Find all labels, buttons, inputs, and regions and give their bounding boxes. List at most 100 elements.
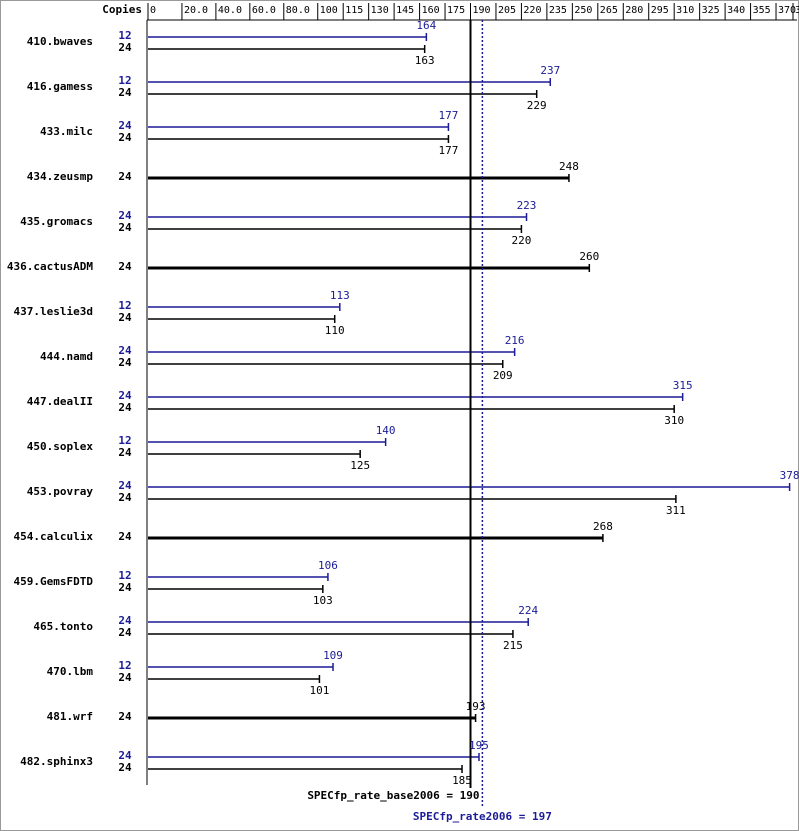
value-label: 248 bbox=[559, 160, 579, 173]
value-label: 310 bbox=[664, 414, 684, 427]
value-label: 103 bbox=[313, 594, 333, 607]
value-label: 177 bbox=[438, 144, 458, 157]
value-label: 164 bbox=[416, 19, 436, 32]
value-label: 125 bbox=[350, 459, 370, 472]
benchmark-name: 454.calculix bbox=[14, 530, 94, 543]
copies-label: 12 bbox=[118, 659, 131, 672]
benchmark-name: 459.GemsFDTD bbox=[14, 575, 94, 588]
benchmark-name: 482.sphinx3 bbox=[20, 755, 93, 768]
benchmark-name: 410.bwaves bbox=[27, 35, 93, 48]
copies-label: 24 bbox=[118, 491, 132, 504]
x-tick-label: 0 bbox=[150, 5, 156, 16]
value-label: 140 bbox=[376, 424, 396, 437]
copies-label: 24 bbox=[118, 119, 132, 132]
copies-label: 24 bbox=[118, 710, 132, 723]
x-tick-label: 145 bbox=[396, 5, 414, 16]
value-label: 106 bbox=[318, 559, 338, 572]
benchmark-name: 436.cactusADM bbox=[7, 260, 93, 273]
value-label: 237 bbox=[540, 64, 560, 77]
copies-label: 24 bbox=[118, 41, 132, 54]
value-label: 229 bbox=[527, 99, 547, 112]
value-label: 268 bbox=[593, 520, 613, 533]
copies-label: 24 bbox=[118, 209, 132, 222]
benchmark-name: 450.soplex bbox=[27, 440, 94, 453]
x-tick-label: 20.0 bbox=[184, 5, 208, 16]
copies-label: 12 bbox=[118, 299, 131, 312]
benchmark-name: 434.zeusmp bbox=[27, 170, 94, 183]
copies-label: 24 bbox=[118, 311, 132, 324]
value-label: 216 bbox=[505, 334, 525, 347]
x-tick-label: 235 bbox=[549, 5, 567, 16]
benchmark-name: 444.namd bbox=[40, 350, 93, 363]
x-tick-label: 295 bbox=[651, 5, 669, 16]
benchmark-name: 447.dealII bbox=[27, 395, 93, 408]
value-label: 101 bbox=[309, 684, 329, 697]
copies-label: 12 bbox=[118, 74, 131, 87]
copies-label: 24 bbox=[118, 131, 132, 144]
value-label: 224 bbox=[518, 604, 538, 617]
benchmark-name: 433.milc bbox=[40, 125, 93, 138]
value-label: 113 bbox=[330, 289, 350, 302]
value-label: 177 bbox=[438, 109, 458, 122]
value-label: 109 bbox=[323, 649, 343, 662]
benchmark-name: 435.gromacs bbox=[20, 215, 93, 228]
benchmark-name: 481.wrf bbox=[47, 710, 93, 723]
copies-label: 24 bbox=[118, 446, 132, 459]
x-tick-label: 190 bbox=[473, 5, 491, 16]
value-label: 378 bbox=[780, 469, 799, 482]
value-label: 223 bbox=[517, 199, 537, 212]
benchmark-name: 470.lbm bbox=[47, 665, 94, 678]
value-label: 185 bbox=[452, 774, 472, 787]
value-label: 209 bbox=[493, 369, 513, 382]
copies-label: 24 bbox=[118, 389, 132, 402]
copies-label: 24 bbox=[118, 170, 132, 183]
x-tick-label: 220 bbox=[523, 5, 541, 16]
peak-metric-label: SPECfp_rate2006 = 197 bbox=[413, 810, 552, 823]
x-tick-label: 130 bbox=[371, 5, 389, 16]
value-label: 311 bbox=[666, 504, 686, 517]
copies-label: 12 bbox=[118, 434, 131, 447]
copies-label: 24 bbox=[118, 626, 132, 639]
copies-label: 24 bbox=[118, 356, 132, 369]
x-tick-label: 250 bbox=[574, 5, 592, 16]
benchmark-name: 416.gamess bbox=[27, 80, 93, 93]
x-tick-label: 175 bbox=[447, 5, 465, 16]
x-tick-label: 325 bbox=[702, 5, 720, 16]
copies-label: 24 bbox=[118, 221, 132, 234]
value-label: 195 bbox=[469, 739, 489, 752]
copies-label: 24 bbox=[118, 671, 132, 684]
value-label: 215 bbox=[503, 639, 523, 652]
copies-label: 24 bbox=[118, 260, 132, 273]
x-tick-label: 280 bbox=[625, 5, 643, 16]
x-tick-label: 380 bbox=[795, 5, 799, 16]
copies-label: 24 bbox=[118, 344, 132, 357]
copies-label: 24 bbox=[118, 749, 132, 762]
copies-label: 24 bbox=[118, 479, 132, 492]
benchmark-name: 465.tonto bbox=[33, 620, 93, 633]
value-label: 163 bbox=[415, 54, 435, 67]
value-label: 260 bbox=[579, 250, 599, 263]
x-tick-label: 370 bbox=[778, 5, 796, 16]
x-tick-label: 115 bbox=[345, 5, 363, 16]
copies-label: 24 bbox=[118, 614, 132, 627]
value-label: 220 bbox=[511, 234, 531, 247]
copies-label: 24 bbox=[118, 401, 132, 414]
x-tick-label: 310 bbox=[676, 5, 694, 16]
base-metric-label: SPECfp_rate_base2006 = 190 bbox=[307, 789, 479, 802]
x-tick-label: 160 bbox=[422, 5, 440, 16]
benchmark-name: 453.povray bbox=[27, 485, 94, 498]
x-tick-label: 205 bbox=[498, 5, 516, 16]
x-tick-label: 80.0 bbox=[286, 5, 310, 16]
x-tick-label: 40.0 bbox=[218, 5, 242, 16]
copies-label: 12 bbox=[118, 569, 131, 582]
value-label: 110 bbox=[325, 324, 345, 337]
copies-label: 24 bbox=[118, 581, 132, 594]
benchmark-name: 437.leslie3d bbox=[14, 305, 93, 318]
value-label: 315 bbox=[673, 379, 693, 392]
x-tick-label: 265 bbox=[600, 5, 618, 16]
x-tick-label: 355 bbox=[753, 5, 771, 16]
copies-label: 24 bbox=[118, 86, 132, 99]
copies-label: 24 bbox=[118, 530, 132, 543]
copies-label: 12 bbox=[118, 29, 131, 42]
